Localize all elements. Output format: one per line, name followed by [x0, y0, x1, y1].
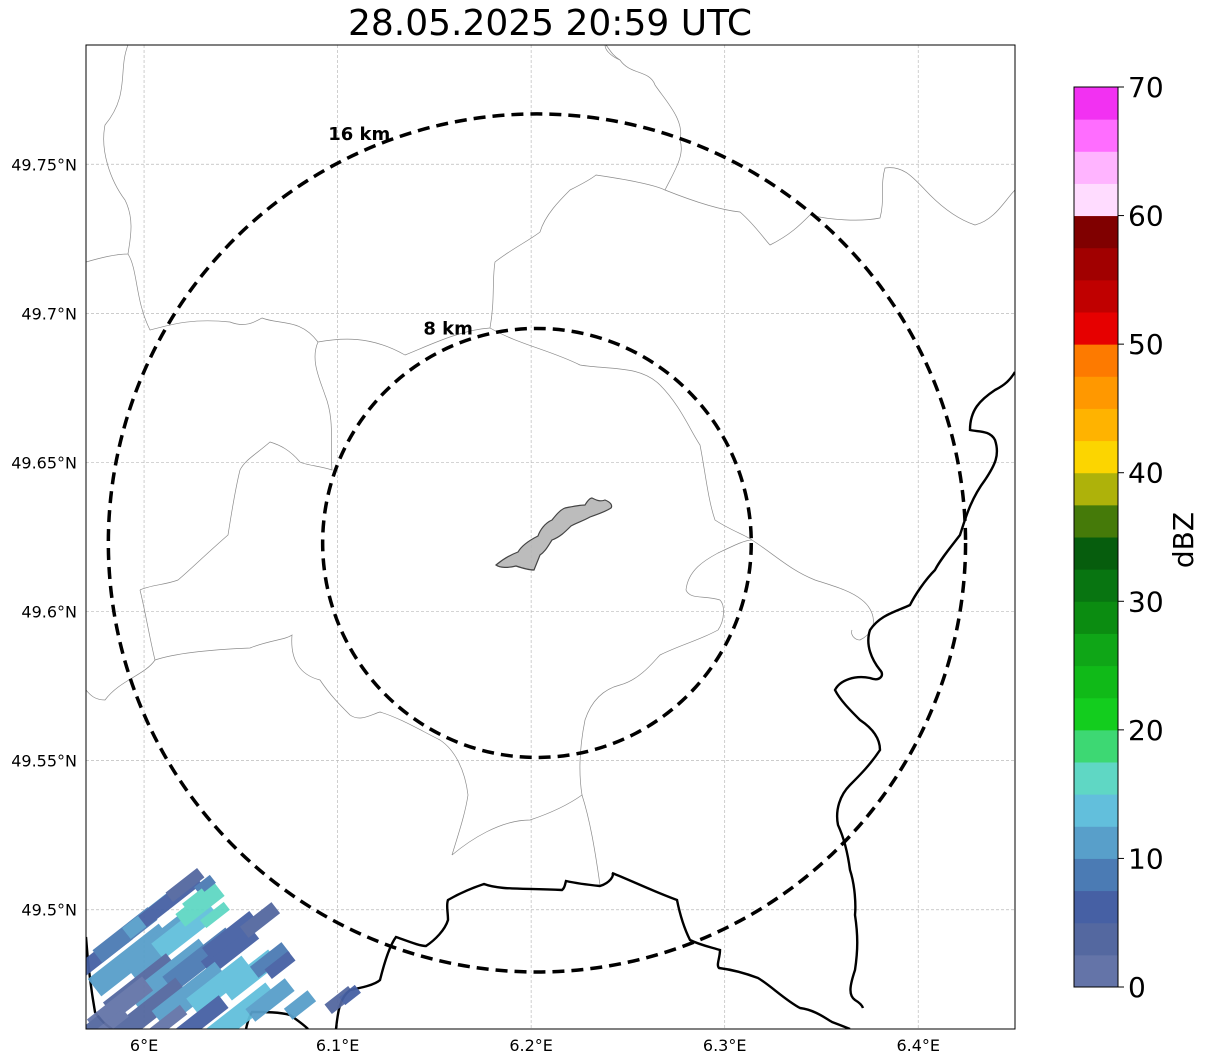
colorbar-segment	[1074, 376, 1118, 409]
colorbar-segment	[1074, 762, 1118, 795]
colorbar-segment	[1074, 729, 1118, 763]
echo-streak	[112, 977, 188, 1029]
echo-streak	[182, 888, 208, 912]
colorbar-segment	[1074, 440, 1118, 474]
plot-frame	[85, 44, 1016, 1030]
echo-streak	[200, 901, 230, 929]
echo-streak	[86, 1014, 105, 1029]
echo-streak	[171, 995, 229, 1029]
colorbar-segment	[1074, 87, 1118, 120]
lat-tick-label: 49.7°N	[21, 304, 77, 323]
range-ring-8km	[320, 326, 754, 760]
latitude-ticks: 49.75°N 49.7°N 49.65°N 49.6°N 49.55°N 49.5°N	[11, 155, 77, 919]
colorbar-segment	[1074, 119, 1118, 152]
echo-streak	[245, 978, 295, 1022]
colorbar-segment	[1074, 183, 1118, 217]
colorbar-label: dBZ	[1167, 512, 1200, 568]
lat-tick-label: 49.75°N	[11, 155, 77, 174]
lon-tick-label: 6.4°E	[896, 1036, 940, 1055]
commune-boundaries	[86, 45, 1015, 886]
lon-tick-label: 6.1°E	[316, 1036, 360, 1055]
echo-streak	[186, 955, 254, 1015]
colorbar-tick-label: 30	[1128, 585, 1164, 618]
echo-streak	[132, 1004, 188, 1029]
colorbar-tick-label: 70	[1128, 71, 1164, 104]
colorbar-segment	[1074, 858, 1118, 892]
echo-streak	[175, 883, 225, 927]
echo-streak	[91, 1008, 129, 1029]
colorbar-ticks: 0 10 20 30 40 50 60 70	[1118, 71, 1164, 1004]
colorbar-segment	[1074, 569, 1118, 602]
lat-tick-label: 49.55°N	[11, 752, 77, 771]
ring-label: 8 km	[423, 319, 473, 340]
echo-streak	[239, 902, 281, 938]
colorbar-segment	[1074, 922, 1118, 956]
colorbar-tick-label: 40	[1128, 457, 1164, 490]
ring-labels: 8 km 16 km	[328, 124, 473, 339]
lat-tick-label: 49.6°N	[21, 603, 77, 622]
range-ring-16km	[106, 112, 968, 974]
echo-streak	[151, 961, 229, 1029]
colorbar-tick-label: 50	[1128, 328, 1164, 361]
colorbar-tick-label: 20	[1128, 714, 1164, 747]
echo-streak	[151, 900, 219, 960]
echo-streak	[283, 990, 317, 1020]
colorbar-segment	[1074, 247, 1118, 281]
colorbar-segment	[1074, 504, 1118, 538]
colorbar-tick-label: 10	[1128, 842, 1164, 875]
lon-tick-label: 6.2°E	[509, 1036, 553, 1055]
colorbar-segment	[1074, 954, 1118, 988]
colorbar-segment	[1074, 472, 1118, 506]
echo-streak	[194, 874, 216, 896]
colorbar-segment	[1074, 408, 1118, 442]
echo-streak	[264, 951, 296, 979]
colorbar-segment	[1074, 151, 1118, 184]
colorbar-segment	[1074, 215, 1118, 249]
radar-echoes	[86, 867, 361, 1029]
range-rings	[106, 112, 968, 974]
echo-streak	[339, 984, 361, 1006]
colorbar-frame	[1073, 86, 1119, 988]
colorbar	[1073, 86, 1119, 988]
city-area-polygon	[495, 497, 613, 571]
longitude-ticks: 6°E 6.1°E 6.2°E 6.3°E 6.4°E	[130, 1036, 940, 1055]
echo-streak	[249, 942, 291, 978]
gridlines	[86, 45, 1015, 1029]
colorbar-segment	[1074, 794, 1118, 827]
colorbar-segment	[1074, 279, 1118, 313]
ring-label: 16 km	[328, 124, 390, 145]
colorbar-segment	[1074, 826, 1118, 859]
colorbar-segment	[1074, 890, 1118, 924]
colorbar-segment	[1074, 697, 1118, 731]
colorbar-segment	[1074, 633, 1118, 667]
echo-streak	[86, 976, 154, 1029]
colorbar-segment	[1074, 312, 1118, 345]
lon-tick-label: 6.3°E	[703, 1036, 747, 1055]
colorbar-segment	[1074, 601, 1118, 634]
echo-streak	[165, 867, 205, 903]
lat-tick-label: 49.5°N	[21, 901, 77, 920]
colorbar-tick-label: 0	[1128, 971, 1146, 1004]
echo-streak	[202, 911, 258, 959]
colorbar-tick-label: 60	[1128, 200, 1164, 233]
colorbar-segment	[1074, 537, 1118, 570]
colorbar-segment	[1074, 344, 1118, 377]
map-title: 28.05.2025 20:59 UTC	[347, 3, 753, 44]
colorbar-segment	[1074, 665, 1118, 699]
lat-tick-label: 49.65°N	[11, 453, 77, 472]
lon-tick-label: 6°E	[130, 1036, 158, 1055]
